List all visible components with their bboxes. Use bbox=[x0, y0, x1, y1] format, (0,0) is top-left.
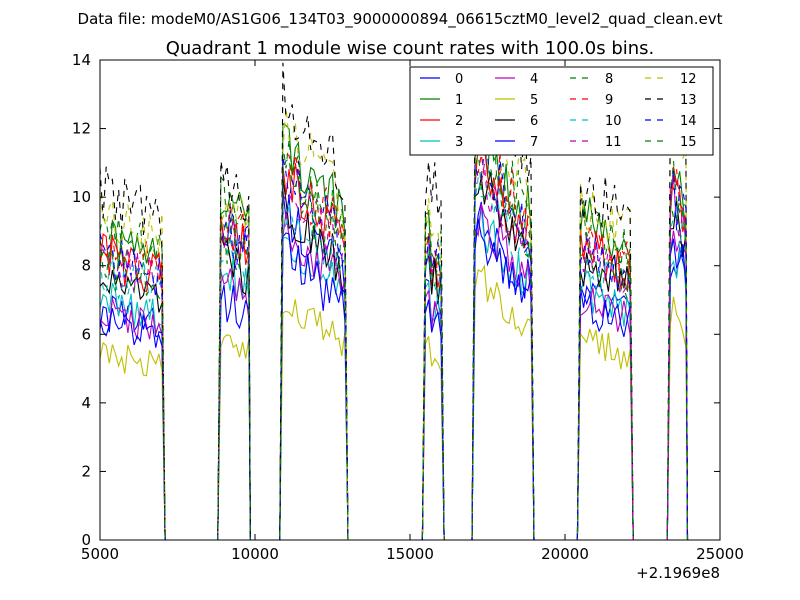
chart-title: Quadrant 1 module wise count rates with … bbox=[166, 38, 655, 59]
legend-label-8: 8 bbox=[605, 72, 613, 87]
series-line-13 bbox=[99, 62, 689, 541]
x-tick-label: 5000 bbox=[81, 545, 119, 563]
legend-label-15: 15 bbox=[680, 135, 697, 150]
y-tick-label: 2 bbox=[81, 462, 91, 480]
legend-label-2: 2 bbox=[455, 114, 463, 129]
figure-suptitle: Data file: modeM0/AS1G06_134T03_90000008… bbox=[78, 10, 723, 29]
legend-label-3: 3 bbox=[455, 135, 463, 150]
y-tick-label: 6 bbox=[81, 325, 91, 343]
y-tick-label: 14 bbox=[72, 51, 91, 69]
series-line-14 bbox=[99, 148, 689, 541]
series-line-15 bbox=[99, 150, 689, 541]
series-line-11 bbox=[99, 163, 689, 541]
y-tick-label: 10 bbox=[72, 188, 91, 206]
legend-label-5: 5 bbox=[530, 93, 538, 108]
legend-frame bbox=[409, 66, 714, 156]
legend-label-12: 12 bbox=[680, 72, 697, 87]
legend-label-1: 1 bbox=[455, 93, 463, 108]
x-axis-offset-label: +2.1969e8 bbox=[636, 564, 720, 582]
y-tick-label: 12 bbox=[72, 120, 91, 138]
y-tick-label: 8 bbox=[81, 257, 91, 275]
x-tick-label: 20000 bbox=[541, 545, 589, 563]
series-line-8 bbox=[99, 119, 689, 541]
x-tick-label: 15000 bbox=[386, 545, 434, 563]
legend-label-9: 9 bbox=[605, 93, 613, 108]
legend-label-14: 14 bbox=[680, 114, 697, 129]
legend-label-6: 6 bbox=[530, 114, 538, 129]
legend-label-7: 7 bbox=[530, 135, 538, 150]
x-tick-label: 25000 bbox=[696, 545, 744, 563]
legend-label-11: 11 bbox=[605, 135, 622, 150]
x-tick-label: 10000 bbox=[231, 545, 279, 563]
y-tick-label: 4 bbox=[81, 394, 91, 412]
legend-label-10: 10 bbox=[605, 114, 622, 129]
legend-label-0: 0 bbox=[455, 72, 463, 87]
legend-label-4: 4 bbox=[530, 72, 538, 87]
legend-label-13: 13 bbox=[680, 93, 697, 108]
y-tick-label: 0 bbox=[81, 531, 91, 549]
